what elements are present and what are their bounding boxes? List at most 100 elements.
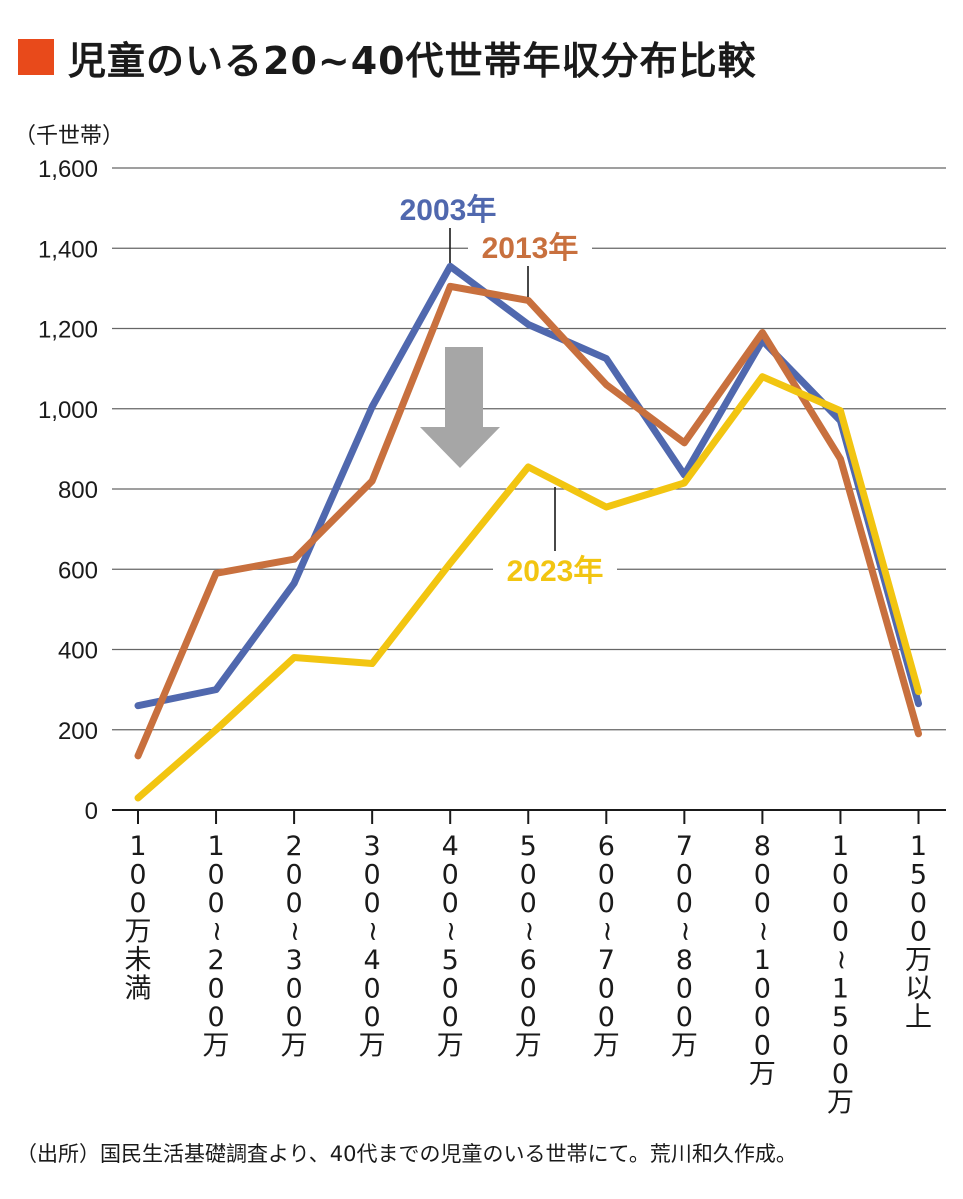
x-category-char: 万 (827, 1088, 854, 1119)
x-category-char: 0 (442, 1002, 459, 1033)
x-category-char: 万 (671, 1031, 698, 1062)
x-category-char: 0 (598, 860, 615, 891)
x-category-char: 1 (832, 831, 849, 862)
x-category-char: 4 (364, 945, 381, 976)
x-category-char: ~ (826, 949, 857, 972)
x-category-char: 未 (125, 945, 152, 976)
x-category-char: 0 (754, 1031, 771, 1062)
series-label-background (493, 551, 617, 589)
x-category-char: 0 (129, 888, 146, 919)
x-category-char: 万 (749, 1059, 776, 1090)
x-category-char: 6 (520, 945, 537, 976)
x-category-char: 万 (281, 1031, 308, 1062)
x-category-char: 0 (832, 888, 849, 919)
x-category-char: 0 (598, 974, 615, 1005)
x-category-char: 0 (129, 860, 146, 891)
x-category-char: 0 (676, 1002, 693, 1033)
x-category-char: 5 (910, 860, 927, 891)
x-category-char: ~ (514, 920, 545, 943)
series-label-background (468, 228, 592, 266)
series-labels: 2003年 2013年 2023年 (386, 190, 617, 589)
down-arrow-annotation (420, 347, 500, 468)
x-category-char: 0 (286, 860, 303, 891)
x-category-char: 6 (598, 831, 615, 862)
y-tick-label: 1,200 (38, 317, 98, 344)
x-category-char: 万 (125, 917, 152, 948)
x-category-char: 0 (676, 888, 693, 919)
x-category-char: 1 (832, 974, 849, 1005)
x-category-char: 0 (286, 974, 303, 1005)
x-category-char: 0 (442, 888, 459, 919)
x-category-char: 0 (520, 1002, 537, 1033)
x-category-char: 0 (676, 974, 693, 1005)
y-tick-label: 400 (58, 638, 98, 665)
down-arrow-shape (420, 347, 500, 468)
x-category-char: 0 (598, 1002, 615, 1033)
x-category-char: 5 (520, 831, 537, 862)
x-category-char: ~ (358, 920, 389, 943)
x-category-char: 万 (437, 1031, 464, 1062)
series-label-background (386, 190, 510, 228)
x-category-char: ~ (748, 920, 779, 943)
x-category-char: ~ (280, 920, 311, 943)
y-axis-unit-label: （千世帯） (14, 124, 125, 149)
x-category-char: ~ (670, 920, 701, 943)
x-category-char: 1 (207, 831, 224, 862)
series-line-0 (134, 262, 922, 710)
title-marker-square (18, 39, 54, 75)
x-category-char: 以 (905, 974, 932, 1005)
x-category-char: 5 (442, 945, 459, 976)
x-category-char: 万 (515, 1031, 542, 1062)
x-category-char: 7 (676, 831, 693, 862)
x-category-char: 0 (754, 888, 771, 919)
x-category-char: 0 (832, 1031, 849, 1062)
x-category-char: 0 (364, 888, 381, 919)
x-category-char: 0 (520, 860, 537, 891)
x-category-char: 0 (442, 860, 459, 891)
series-line-2 (134, 373, 922, 802)
x-category-char: 0 (364, 860, 381, 891)
x-category-char: 0 (207, 860, 224, 891)
x-category-char: 0 (207, 888, 224, 919)
x-category-char: ~ (436, 920, 467, 943)
x-category-char: 1 (754, 945, 771, 976)
x-category-char: 万 (203, 1031, 230, 1062)
x-category-char: 1 (129, 831, 146, 862)
x-category-char: 0 (598, 888, 615, 919)
y-tick-label: 0 (85, 798, 98, 825)
x-category-char: 0 (286, 888, 303, 919)
x-category-char: 上 (905, 1002, 932, 1033)
x-category-char: 5 (832, 1002, 849, 1033)
x-category-char: 万 (593, 1031, 620, 1062)
x-category-char: 0 (754, 860, 771, 891)
series-label: 2003年 (400, 194, 497, 227)
y-tick-label: 1,600 (38, 156, 98, 183)
x-category-char: 7 (598, 945, 615, 976)
x-category-char: 3 (364, 831, 381, 862)
x-axis-categories: 100万未満100~200万200~300万300~400万400~500万50… (125, 831, 933, 1119)
y-tick-label: 600 (58, 557, 98, 584)
x-category-char: 0 (520, 974, 537, 1005)
x-category-char: 0 (442, 974, 459, 1005)
x-category-char: 0 (676, 860, 693, 891)
chart-title-row: 児童のいる20~40代世帯年収分布比較 (18, 34, 757, 83)
x-category-char: 万 (359, 1031, 386, 1062)
x-category-char: 2 (286, 831, 303, 862)
source-note: （出所）国民生活基礎調査より、40代までの児童のいる世帯にて。荒川和久作成。 (16, 1142, 797, 1166)
x-category-char: ~ (202, 920, 233, 943)
y-tick-label: 200 (58, 718, 98, 745)
x-category-char: 1 (910, 831, 927, 862)
x-category-char: 3 (286, 945, 303, 976)
x-category-char: 0 (832, 1059, 849, 1090)
